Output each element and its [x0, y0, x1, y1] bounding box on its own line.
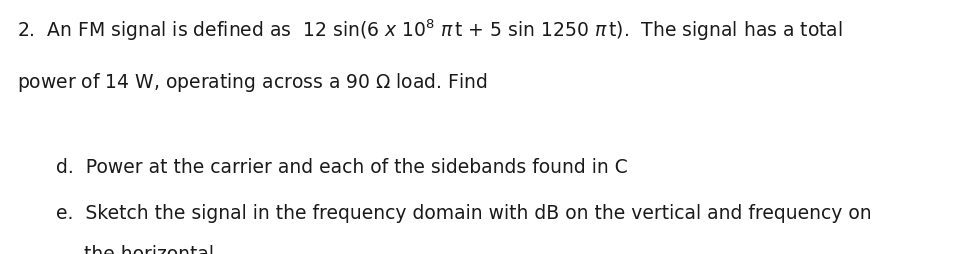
Text: the horizontal.: the horizontal. [84, 244, 220, 254]
Text: e.  Sketch the signal in the frequency domain with dB on the vertical and freque: e. Sketch the signal in the frequency do… [56, 203, 871, 222]
Text: d.  Power at the carrier and each of the sidebands found in C: d. Power at the carrier and each of the … [56, 157, 628, 177]
Text: power of 14 W, operating across a 90 $\Omega$ load. Find: power of 14 W, operating across a 90 $\O… [17, 71, 488, 94]
Text: 2.  An FM signal is defined as  12 sin(6 $x$ 10$^8$ $\pi\,$t + 5 sin 1250 $\pi\,: 2. An FM signal is defined as 12 sin(6 $… [17, 18, 843, 43]
